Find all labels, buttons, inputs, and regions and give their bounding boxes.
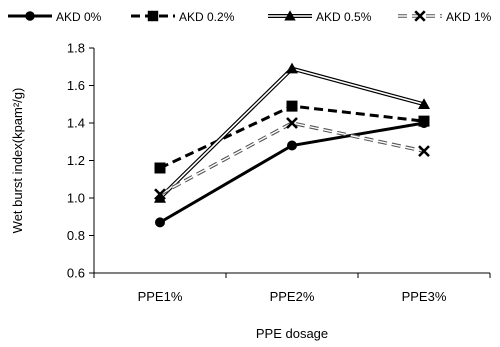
y-tick-label: 1.8 — [67, 41, 85, 56]
data-point-triangle — [154, 192, 166, 203]
legend-label: AKD 0% — [56, 10, 102, 24]
data-point-x — [414, 10, 426, 22]
x-tick-label: PPE3% — [402, 289, 447, 304]
axes: 0.6 0.8 1.0 1.2 1.4 1.6 1.8 PPE1% PPE2% PPE3% — [67, 41, 491, 304]
legend-item: AKD 1% — [398, 10, 492, 24]
data-point-square — [154, 162, 166, 174]
series-0 — [155, 118, 429, 228]
data-point-square — [147, 10, 159, 22]
data-point-circle — [25, 11, 35, 21]
data-point-x — [418, 145, 430, 158]
data-point-square — [418, 115, 430, 127]
data-point-triangle — [284, 10, 296, 21]
legend-item: AKD 0.5% — [268, 10, 372, 24]
data-point-x — [286, 117, 298, 129]
legend-label: AKD 0.5% — [316, 10, 372, 24]
data-point-triangle — [418, 98, 430, 110]
x-tick-label: PPE2% — [270, 289, 315, 304]
legend: AKD 0% AKD 0.2% AKD 0.5% AKD 1% — [8, 10, 492, 24]
data-point-square — [286, 100, 298, 112]
y-axis-title: Wet burst index(kpam²/g) — [10, 88, 25, 234]
series-3 — [154, 117, 430, 201]
data-point-circle — [287, 140, 297, 151]
legend-item: AKD 0% — [8, 10, 102, 24]
y-tick-label: 1.6 — [67, 78, 85, 93]
series-line-inner — [159, 67, 425, 199]
y-tick-label: 1.2 — [67, 153, 85, 168]
series-line — [158, 66, 425, 200]
legend-label: AKD 0.2% — [179, 10, 235, 24]
y-tick-label: 0.8 — [67, 228, 85, 243]
legend-item: AKD 0.2% — [131, 10, 235, 24]
x-tick-label: PPE1% — [138, 289, 183, 304]
series-2 — [154, 62, 430, 203]
legend-label: AKD 1% — [446, 10, 492, 24]
x-axis-title: PPE dosage — [256, 326, 328, 341]
data-point-triangle — [286, 62, 298, 74]
x-ticks: PPE1% PPE2% PPE3% — [93, 273, 491, 304]
y-tick-label: 0.6 — [67, 266, 85, 281]
series-line-inner — [159, 122, 425, 195]
data-point-circle — [155, 217, 165, 228]
y-tick-label: 1.4 — [67, 116, 85, 131]
series-1 — [154, 100, 430, 174]
y-tick-label: 1.0 — [67, 191, 85, 206]
data-point-x — [154, 188, 166, 201]
y-ticks: 0.6 0.8 1.0 1.2 1.4 1.6 1.8 — [67, 41, 94, 281]
series-group — [154, 62, 430, 228]
